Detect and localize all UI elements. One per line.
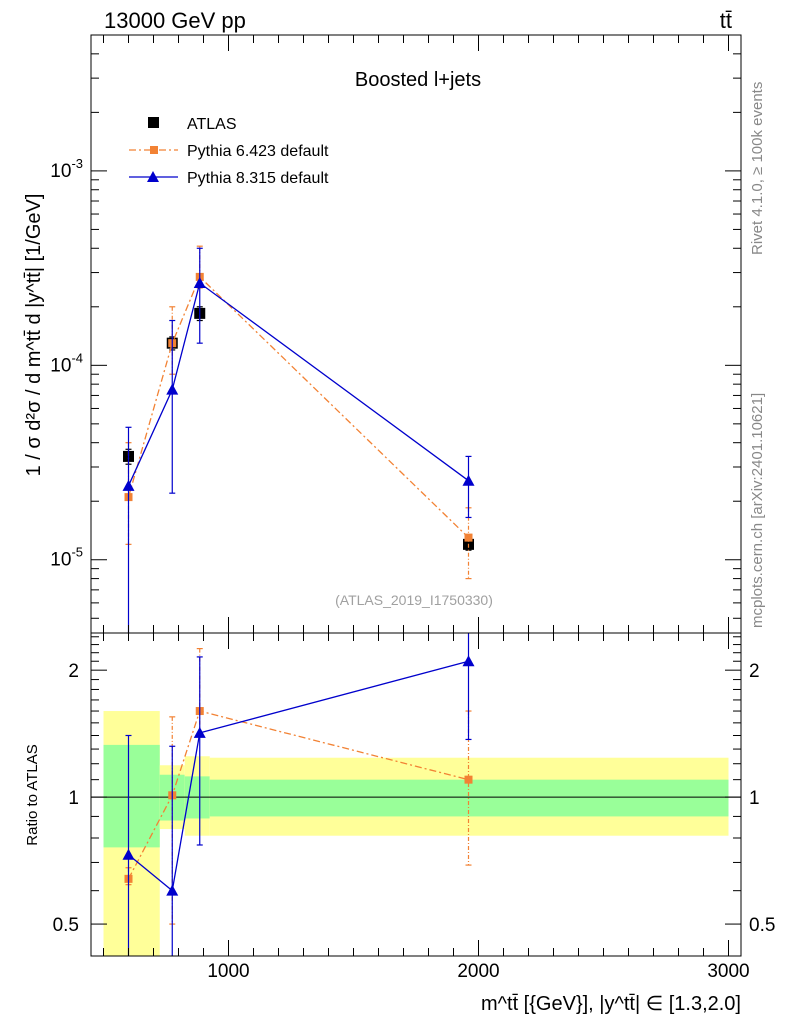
- mcplots-source-label: mcplots.cern.ch [arXiv:2401.10621]: [749, 393, 766, 628]
- main-y-axis-label: 1 / σ d²σ / d m^tt̄ d |y^tt̄| [1/GeV]: [23, 194, 45, 477]
- ratio-pythia8-point: [166, 884, 179, 896]
- main-pythia6-line: [127, 275, 469, 539]
- ratio-pythia8-point: [193, 726, 206, 738]
- main-pythia8-point: [122, 479, 135, 491]
- rivet-version-label: Rivet 4.1.0, ≥ 100k events: [749, 82, 766, 255]
- ratio-y-axis-label: Ratio to ATLAS: [24, 744, 41, 845]
- legend-pythia8-label: Pythia 8.315 default: [187, 170, 329, 187]
- ratio-y-tick-label-left: 0.5: [53, 915, 79, 936]
- legend-pythia8-marker: [147, 171, 159, 182]
- ratio-uncertainty-band-inner: [209, 779, 729, 817]
- ratio-y-tick-label-right: 1: [749, 788, 760, 809]
- ratio-pythia6-point: [464, 775, 473, 784]
- main-pythia6-point: [464, 533, 473, 542]
- x-tick-label: 3000: [707, 961, 749, 982]
- legend-pythia6-marker: [150, 146, 158, 154]
- main-y-tick-label: 10-3: [50, 156, 83, 182]
- main-pythia8-point: [166, 383, 179, 395]
- x-tick-label: 1000: [207, 961, 249, 982]
- main-y-tick-label: 10-5: [50, 545, 83, 571]
- energy-label: 13000 GeV pp: [104, 8, 246, 33]
- ratio-uncertainty-band-inner: [103, 744, 160, 848]
- legend-atlas-marker: [148, 117, 159, 128]
- ratio-y-tick-label-right: 0.5: [749, 915, 775, 936]
- ratio-plot-frame: [90, 632, 742, 957]
- main-y-tick-label: 10-4: [50, 350, 83, 376]
- analysis-id-watermark: (ATLAS_2019_I1750330): [335, 592, 493, 608]
- ratio-pythia8-line: [128, 660, 469, 892]
- x-axis-label: m^tt̄ [{GeV}], |y^tt̄| ∈ [1.3,2.0]: [481, 993, 741, 1015]
- legend-pythia6-label: Pythia 6.423 default: [187, 143, 329, 160]
- ratio-plot-panel: 0.5 0.5 1 1 2 2 1000 2000 3000 Ratio to ATLAS m^…: [24, 632, 775, 1015]
- process-label: tt̄: [720, 8, 732, 33]
- plot-title: Boosted l+jets: [355, 69, 481, 91]
- x-tick-label: 2000: [457, 961, 499, 982]
- ratio-pythia6-line: [127, 710, 469, 880]
- ratio-y-tick-label-left: 2: [68, 661, 79, 682]
- main-pythia8-line: [127, 281, 469, 487]
- ratio-y-tick-label-right: 2: [749, 661, 760, 682]
- main-pythia8-point: [462, 474, 475, 486]
- ratio-y-tick-label-left: 1: [68, 788, 79, 809]
- legend-atlas-label: ATLAS: [187, 116, 237, 133]
- ratio-pythia8-point: [122, 848, 135, 860]
- main-plot-panel: 10-5 10-4 10-3 Boosted l+jets (ATLAS_2019_…: [23, 34, 742, 634]
- legend: ATLAS Pythia 6.423 default Pythia 8.315 …: [129, 116, 329, 187]
- main-pythia8-point: [193, 277, 206, 289]
- ratio-pythia8-point: [462, 655, 475, 667]
